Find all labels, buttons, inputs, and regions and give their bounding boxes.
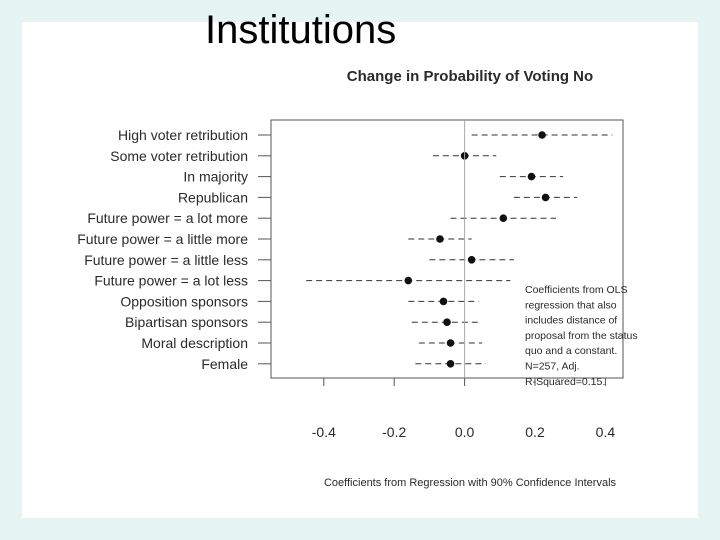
x-axis-label: Coefficients from Regression with 90% Co… (324, 477, 617, 489)
category-label: Republican (178, 189, 248, 205)
slide-bottom-band (0, 518, 720, 540)
coefficient-point (527, 172, 536, 181)
coefficient-point (436, 235, 444, 243)
category-label: Future power = a little less (84, 252, 248, 268)
slide-top-band (0, 0, 720, 22)
coefficient-point (404, 276, 413, 285)
category-label: Some voter retribution (110, 148, 248, 164)
coefficient-point (538, 131, 546, 139)
coefficient-point (439, 297, 448, 306)
category-label: Female (201, 356, 248, 372)
coefficient-point (446, 360, 455, 368)
coefficient-point (499, 214, 508, 222)
slide-left-band (0, 0, 22, 540)
annotation-line: proposal from the status (525, 330, 638, 342)
category-label: Opposition sponsors (120, 293, 248, 309)
annotation-line: R-Squared=0.15. (525, 376, 605, 388)
category-label: Moral description (141, 335, 248, 351)
category-label: Future power = a lot more (87, 210, 248, 226)
annotation-line: N=257, Adj. (525, 361, 580, 373)
category-label: Future power = a little more (77, 231, 248, 247)
category-label: Future power = a lot less (94, 273, 248, 289)
annotation-line: regression that also (525, 299, 617, 311)
plot-frame (270, 119, 624, 379)
x-tick-label: 0.4 (596, 424, 616, 440)
coefficient-point (467, 255, 476, 264)
coefficient-point (446, 339, 455, 347)
annotation-line: Coefficients from OLS (525, 284, 628, 296)
annotation-line: quo and a constant. (525, 345, 617, 357)
coefficient-point (541, 193, 550, 202)
x-tick-label: -0.4 (312, 424, 336, 440)
slide-title: Institutions (205, 8, 397, 52)
category-label: Bipartisan sponsors (125, 314, 248, 330)
slide-right-band (698, 0, 720, 540)
x-tick-label: 0.2 (525, 424, 545, 440)
x-tick-label: 0.0 (455, 424, 475, 440)
coefficient-point (443, 318, 451, 327)
category-label: In majority (183, 169, 248, 185)
chart-title: Change in Probability of Voting No (347, 68, 593, 85)
category-label: High voter retribution (118, 127, 248, 143)
annotation-line: includes distance of (525, 315, 617, 327)
x-tick-label: -0.2 (382, 424, 406, 440)
